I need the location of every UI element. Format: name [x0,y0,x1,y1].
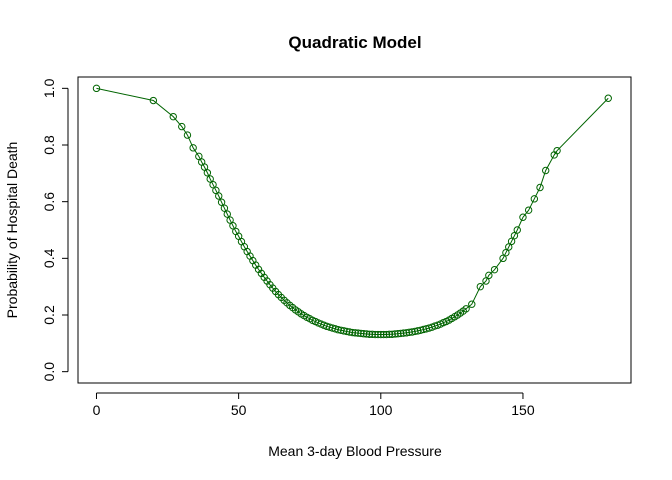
y-tick-label: 0.4 [41,248,57,268]
y-axis: 0.0 0.2 0.4 0.6 0.8 1.0 [41,78,69,382]
data-point [411,327,419,336]
x-tick-label: 50 [231,402,247,418]
data-point [340,327,348,335]
data-point [357,329,365,338]
data-point [382,330,391,339]
y-tick-label: 1.0 [41,78,57,98]
data-point [510,231,519,240]
y-tick-label: 0.6 [41,192,57,212]
data-point [379,330,388,339]
series-layer [92,84,612,339]
data-point [368,330,376,338]
data-point [399,329,408,337]
data-point [149,96,158,105]
data-point [405,328,413,336]
data-point [530,195,539,203]
data-point [524,206,533,214]
data-point [408,328,416,336]
chart-title: Quadratic Model [288,33,421,52]
data-point [209,180,217,189]
data-point [189,144,197,152]
data-point [468,300,476,308]
data-point [200,163,209,171]
data-point [223,210,231,218]
data-point [337,326,345,334]
x-tick-label: 150 [511,402,535,418]
data-point [513,226,521,234]
data-point [362,330,371,338]
data-point [345,328,354,336]
y-axis-label: Probability of Hospital Death [4,142,20,319]
data-point [178,122,186,131]
data-point [604,94,612,102]
data-point [385,330,394,338]
data-point [391,330,399,338]
data-point [169,112,177,121]
y-tick-label: 0.0 [41,362,57,382]
data-point [220,204,229,212]
data-point [536,183,544,192]
data-point [371,330,379,339]
data-point [365,330,374,338]
data-point [348,328,357,337]
data-point [212,186,220,195]
data-point [397,329,405,338]
x-axis: 0 50 100 150 [93,392,535,418]
data-point [507,237,516,246]
data-point [402,329,411,337]
data-point [482,277,490,285]
data-point [374,330,382,339]
data-point [360,330,368,338]
data-point [542,166,550,175]
data-point [354,329,362,337]
x-tick-label: 0 [93,402,101,418]
data-point [388,330,396,338]
data-point [215,192,223,200]
data-point [92,84,101,93]
data-point [499,254,507,263]
data-point [334,326,342,334]
data-point [502,248,510,257]
plot-frame [77,76,632,384]
data-point [342,327,351,336]
data-point [229,222,237,230]
data-point [195,152,203,161]
data-point [462,305,470,313]
data-point [183,131,192,139]
data-point [377,330,385,339]
data-point [490,265,499,274]
data-point [519,213,527,221]
y-tick-label: 0.8 [41,135,57,155]
data-point [394,330,402,338]
data-point [351,329,359,337]
data-point [553,146,561,155]
data-point [206,175,214,183]
y-tick-label: 0.2 [41,305,57,325]
data-point [476,282,485,291]
data-point [203,169,212,177]
x-axis-label: Mean 3-day Blood Pressure [268,443,442,459]
data-point [505,243,513,251]
data-point [217,198,226,206]
x-tick-label: 100 [369,402,393,418]
data-point [226,216,234,224]
data-point [485,271,493,280]
